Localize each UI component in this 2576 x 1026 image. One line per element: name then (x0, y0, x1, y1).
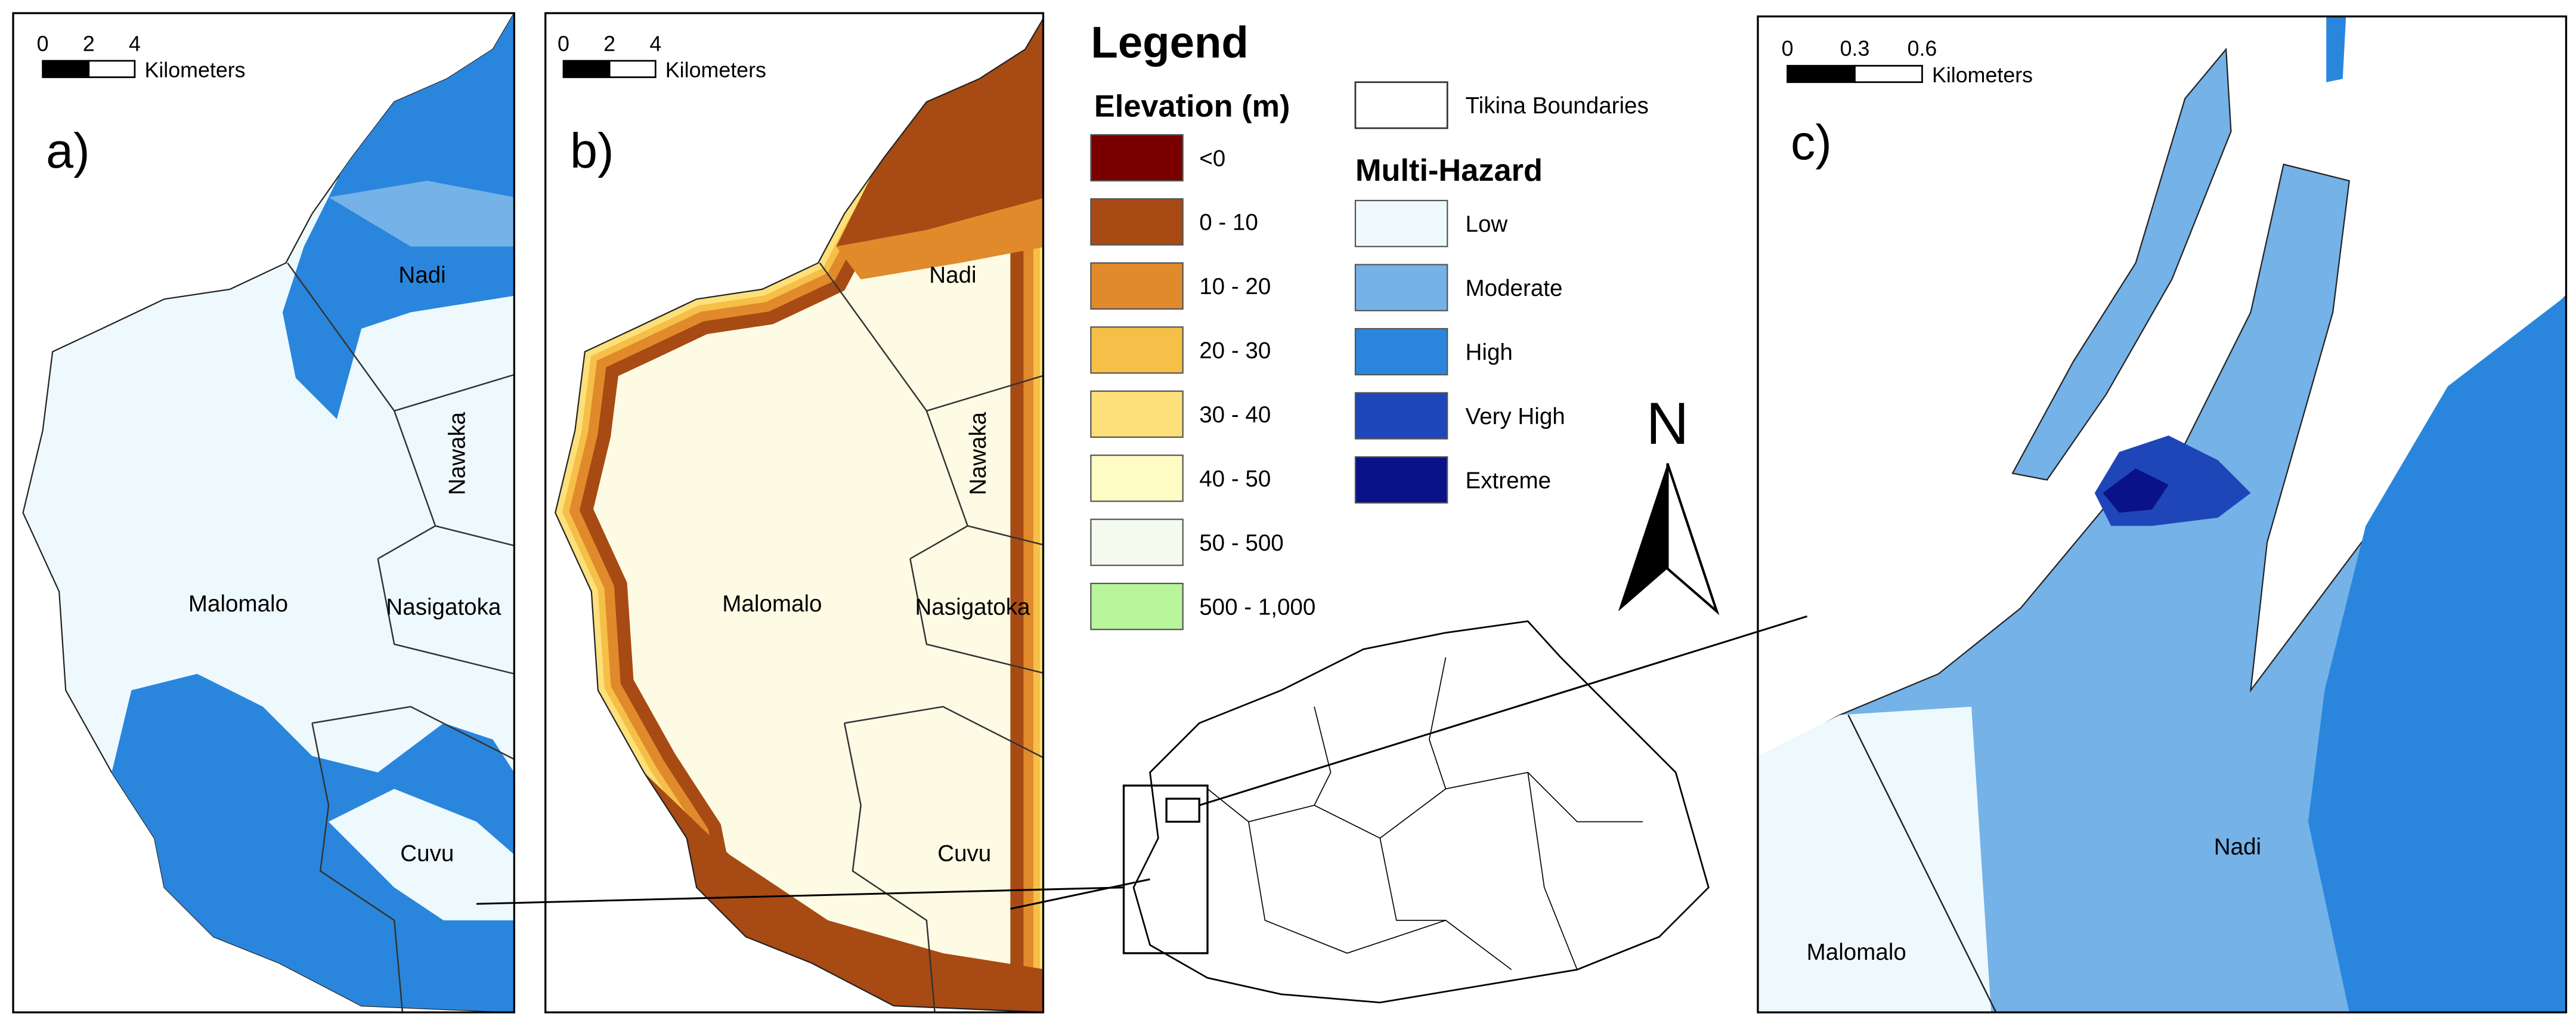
hazard-label: Low (1466, 211, 1508, 237)
hazard-swatch (1354, 392, 1448, 440)
hazard-label: Moderate (1466, 276, 1563, 301)
scale-tick: 2 (83, 32, 95, 55)
place-name: Cuvu (937, 841, 991, 867)
hazard-swatch (1354, 264, 1448, 311)
place-name: Nawaka (965, 412, 991, 495)
elevation-label: <0 (1199, 146, 1225, 171)
scale-bar-white (608, 60, 657, 78)
elevation-label: 500 - 1,000 (1199, 594, 1315, 620)
place-name: Nasigatoka (915, 594, 1030, 620)
scale-tick: 2 (603, 32, 615, 55)
elevation-swatch (1090, 455, 1184, 502)
hazard-label: Extreme (1466, 468, 1552, 493)
boundary-label: Tikina Boundaries (1466, 93, 1649, 119)
hazard-swatch (1354, 456, 1448, 504)
scale-unit: Kilometers (665, 58, 766, 82)
hazard-label: High (1466, 339, 1513, 365)
scale-bar-white (1854, 64, 1923, 84)
scale-tick: 0.3 (1840, 37, 1870, 61)
scale-bar-black (42, 60, 90, 78)
elevation-swatch (1090, 390, 1184, 438)
scale-tick: 0 (1782, 37, 1794, 61)
scale-tick: 4 (649, 32, 661, 55)
scale-unit: Kilometers (144, 58, 245, 82)
elevation-swatch (1090, 262, 1184, 310)
elevation-swatch (1090, 326, 1184, 374)
elevation-title: Elevation (m) (1094, 89, 1290, 124)
north-arrow: N (1618, 391, 1720, 616)
elevation-swatch (1090, 198, 1184, 246)
elevation-label: 0 - 10 (1199, 210, 1258, 236)
scale-bar-black (562, 60, 611, 78)
place-name: Nawaka (445, 412, 470, 495)
elevation-label: 50 - 500 (1199, 530, 1284, 556)
scale-bar-white (88, 60, 136, 78)
panel-label: a) (46, 123, 89, 178)
panel-c-map (1757, 16, 2566, 1013)
elevation-label: 20 - 30 (1199, 338, 1271, 364)
scale-tick: 4 (129, 32, 141, 55)
place-name: Malomalo (188, 591, 288, 617)
north-label: N (1646, 391, 1689, 457)
elevation-label: 30 - 40 (1199, 402, 1271, 428)
elevation-swatch (1090, 518, 1184, 566)
scale-tick: 0 (558, 32, 569, 55)
hazard-swatch (1354, 327, 1448, 376)
hazard-title: Multi-Hazard (1355, 153, 1543, 188)
legend-title: Legend (1091, 17, 1248, 67)
elevation-label: 10 - 20 (1199, 274, 1271, 299)
place-name: Malomalo (1807, 940, 1906, 965)
panel-a-map (13, 13, 515, 1013)
elevation-label: 40 - 50 (1199, 466, 1271, 492)
place-name: Cuvu (400, 841, 454, 867)
leader-lines (476, 615, 1808, 910)
place-name: Nasigatoka (386, 594, 501, 620)
legend: Legend Elevation (m) Tikina Boundaries M… (1090, 17, 1649, 631)
place-name: Nadi (929, 262, 976, 288)
place-name: Nadi (398, 262, 445, 288)
elevation-swatch (1090, 134, 1184, 182)
panel-label: c) (1791, 115, 1832, 170)
panel-label: b) (570, 123, 614, 178)
hazard-swatch (1354, 200, 1448, 248)
place-name: Nadi (2214, 835, 2261, 860)
hazard-label: Very High (1466, 404, 1565, 429)
scale-bar-black (1787, 64, 1856, 84)
scale-unit: Kilometers (1932, 63, 2033, 87)
place-name: Malomalo (722, 591, 822, 617)
inset-map (1122, 620, 1710, 1003)
scale-tick: 0 (37, 32, 49, 55)
boundary-swatch (1354, 81, 1448, 129)
panel-b-map (545, 13, 1044, 1013)
scale-tick: 0.6 (1908, 37, 1937, 61)
elevation-swatch (1090, 582, 1184, 631)
